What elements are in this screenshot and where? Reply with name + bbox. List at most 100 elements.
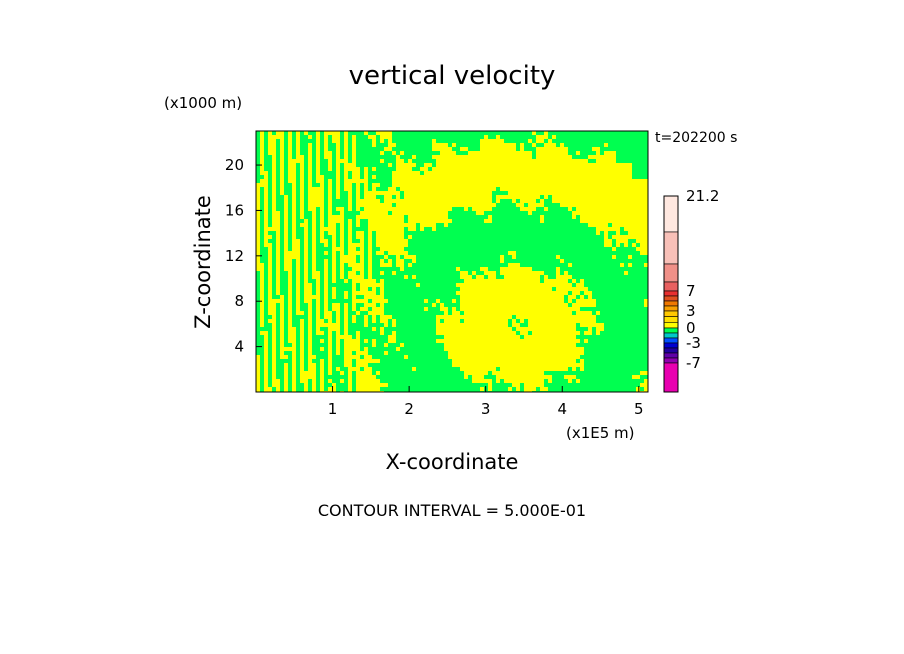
field-cell — [312, 155, 316, 159]
field-cell — [264, 135, 268, 139]
field-cell — [348, 135, 352, 139]
field-cell — [368, 131, 376, 135]
field-cell — [276, 147, 280, 151]
y-axis-ticks: 4 8 12 16 20 — [225, 156, 262, 356]
field-cell — [372, 231, 376, 235]
field-cell — [304, 175, 308, 179]
field-cell — [276, 327, 280, 331]
field-cell — [256, 283, 260, 287]
field-cell — [320, 143, 324, 147]
field-cell — [404, 227, 408, 231]
field-cell — [376, 291, 380, 295]
field-cell — [452, 207, 464, 211]
field-cell — [340, 311, 344, 315]
field-cell — [372, 255, 384, 259]
field-cell — [260, 247, 268, 251]
field-cell — [340, 351, 344, 355]
field-cell — [320, 171, 336, 175]
field-cell — [280, 379, 284, 383]
field-cell — [332, 339, 336, 343]
field-cell — [324, 211, 328, 215]
colorbar: 21.2 7 30-3 -7 — [663, 187, 719, 393]
field-cell — [416, 367, 460, 371]
field-cell — [404, 215, 408, 219]
field-cell — [456, 307, 460, 311]
field-cell — [260, 251, 268, 255]
field-cell — [544, 383, 640, 387]
field-cell — [272, 255, 276, 259]
field-cell — [264, 303, 268, 307]
field-cell — [292, 315, 308, 319]
field-cell — [316, 375, 320, 379]
field-cell — [384, 303, 432, 307]
field-cell — [284, 311, 288, 315]
field-cell — [272, 131, 276, 135]
field-cell — [368, 351, 384, 355]
colorbar-band — [663, 263, 679, 283]
field-cell — [268, 215, 272, 219]
field-cell — [324, 199, 328, 203]
field-cell — [272, 271, 276, 275]
colorbar-band — [663, 347, 679, 354]
field-cell — [316, 263, 324, 267]
field-cell — [336, 239, 340, 243]
field-cell — [348, 291, 352, 295]
field-cell — [256, 339, 264, 343]
field-cell — [380, 359, 452, 363]
field-cell — [304, 207, 308, 211]
field-cell — [488, 135, 496, 139]
field-cell — [376, 319, 380, 323]
field-cell — [320, 287, 324, 291]
field-cell — [572, 263, 620, 267]
field-cell — [356, 155, 396, 159]
field-cell — [308, 255, 312, 259]
field-cell — [288, 239, 292, 243]
field-cell — [472, 275, 476, 279]
field-cell — [388, 323, 392, 327]
field-cell — [320, 279, 324, 283]
field-cell — [272, 287, 276, 291]
field-cell — [576, 359, 580, 363]
field-cell — [340, 155, 344, 159]
velocity-field — [256, 131, 648, 392]
field-cell — [288, 247, 292, 251]
field-cell — [612, 243, 616, 247]
field-cell — [552, 139, 648, 143]
field-cell — [536, 199, 540, 203]
field-cell — [508, 319, 512, 323]
field-cell — [276, 207, 284, 211]
field-cell — [332, 363, 344, 367]
field-cell — [564, 259, 648, 263]
field-cell — [412, 159, 436, 163]
field-cell — [280, 283, 288, 287]
field-cell — [336, 251, 340, 255]
field-cell — [608, 143, 648, 147]
field-cell — [260, 367, 264, 371]
field-cell — [312, 159, 316, 163]
field-cell — [376, 175, 392, 179]
field-cell — [392, 139, 432, 143]
field-cell — [256, 315, 260, 319]
field-cell — [528, 331, 532, 335]
field-cell — [328, 239, 332, 243]
field-cell — [320, 135, 324, 139]
field-cell — [532, 139, 536, 143]
field-cell — [332, 203, 348, 207]
field-cell — [312, 135, 316, 139]
field-cell — [268, 203, 272, 207]
field-cell — [368, 167, 372, 171]
field-cell — [336, 227, 340, 231]
field-cell — [264, 307, 268, 311]
field-cell — [312, 315, 316, 319]
field-cell — [580, 379, 644, 383]
field-cell — [532, 267, 556, 271]
field-cell — [264, 279, 268, 283]
field-cell — [284, 307, 288, 311]
field-cell — [520, 263, 568, 267]
field-cell — [268, 351, 272, 355]
field-cell — [588, 159, 596, 163]
field-cell — [352, 207, 356, 211]
field-cell — [304, 355, 308, 359]
field-cell — [276, 375, 284, 379]
colorbar-band — [663, 290, 679, 297]
